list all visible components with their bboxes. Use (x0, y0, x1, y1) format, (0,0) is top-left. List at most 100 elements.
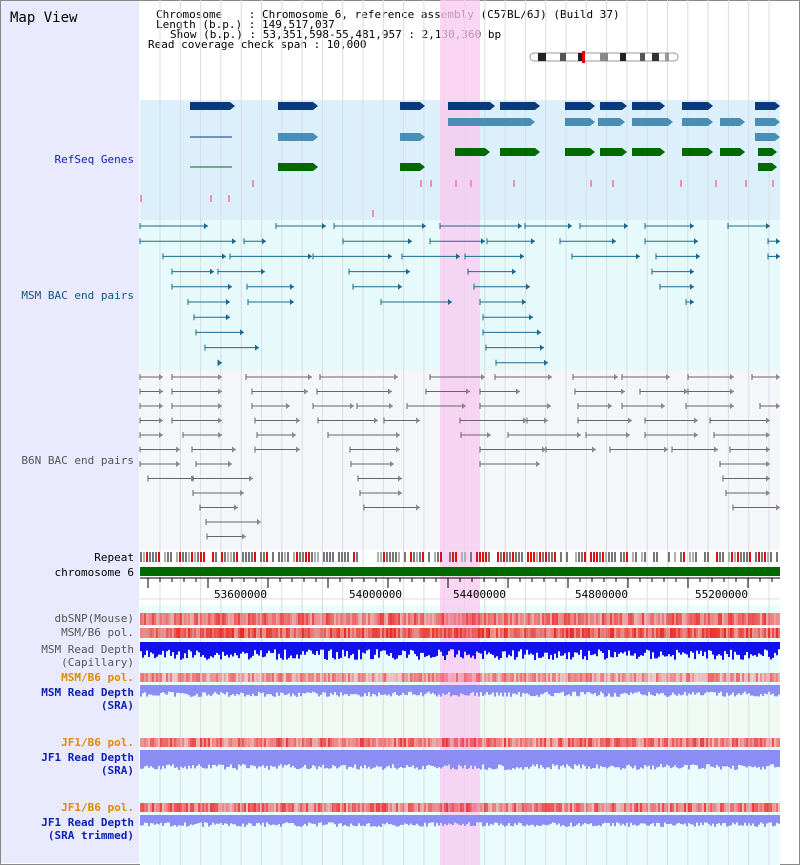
polymorphism-mark (458, 738, 460, 747)
polymorphism-mark (492, 673, 494, 682)
polymorphism-mark (626, 738, 628, 747)
polymorphism-mark (634, 803, 636, 812)
polymorphism-mark (662, 803, 664, 812)
polymorphism-mark (628, 613, 630, 625)
read-depth-bar (200, 642, 202, 657)
read-depth-bar (754, 750, 756, 767)
polymorphism-mark (398, 628, 400, 638)
read-depth-bar (646, 642, 648, 650)
read-depth-bar (298, 815, 300, 826)
read-depth-bar (348, 642, 350, 659)
read-depth-bar (496, 642, 498, 657)
polymorphism-mark (410, 673, 412, 682)
read-depth-bar (532, 815, 534, 825)
polymorphism-mark (634, 673, 636, 682)
polymorphism-mark (590, 673, 592, 682)
read-depth-bar (670, 642, 672, 657)
msm-bac-label[interactable]: MSM BAC end pairs (21, 289, 134, 302)
polymorphism-mark (516, 803, 518, 812)
read-depth-bar (426, 685, 428, 693)
polymorphism-mark (394, 628, 396, 638)
polymorphism-mark (226, 628, 228, 638)
read-depth-bar (194, 750, 196, 769)
read-depth-bar (498, 815, 500, 826)
b6n-bac-end (304, 388, 308, 395)
polymorphism-mark (770, 613, 772, 625)
polymorphism-mark (414, 803, 416, 812)
polymorphism-mark (192, 738, 194, 747)
read-depth-bar (162, 685, 164, 693)
polymorphism-mark (424, 613, 426, 625)
polymorphism-mark (664, 628, 666, 638)
jf1-depth-label[interactable]: JF1 Read Depth (41, 751, 134, 764)
read-depth-bar (156, 815, 158, 824)
read-depth-bar (180, 685, 182, 694)
read-depth-bar (414, 685, 416, 695)
read-depth-bar (704, 815, 706, 823)
b6n-bac-end (240, 490, 244, 496)
polymorphism-mark (200, 738, 202, 747)
read-depth-bar (462, 815, 464, 824)
read-depth-bar (398, 750, 400, 768)
polymorphism-mark (658, 738, 660, 747)
polymorphism-mark (560, 613, 562, 625)
read-depth-bar (162, 642, 164, 651)
polymorphism-mark (250, 628, 252, 638)
polymorphism-mark (504, 738, 506, 747)
polymorphism-mark (608, 738, 610, 747)
msm-pol-label[interactable]: MSM/B6 pol. (61, 626, 134, 639)
polymorphism-mark (704, 613, 706, 625)
repeat-mark (737, 552, 739, 562)
read-depth-bar (220, 750, 222, 765)
jf1-pol-label[interactable]: JF1/B6 pol. (61, 736, 134, 749)
polymorphism-mark (614, 673, 616, 682)
read-depth-bar (210, 750, 212, 769)
polymorphism-mark (774, 738, 776, 747)
polymorphism-mark (462, 673, 464, 682)
msm-depth-cap-label[interactable]: MSM Read Depth (41, 643, 134, 656)
polymorphism-mark (296, 613, 298, 625)
polymorphism-mark (554, 613, 556, 625)
polymorphism-mark (702, 738, 704, 747)
read-depth-bar (166, 750, 168, 765)
read-depth-bar (534, 642, 536, 660)
read-depth-bar (320, 685, 322, 695)
polymorphism-mark (684, 738, 686, 747)
read-depth-bar (550, 685, 552, 696)
polymorphism-mark (698, 628, 700, 638)
repeat-mark (410, 552, 412, 562)
polymorphism-mark (382, 803, 384, 812)
gene-mark (772, 180, 774, 187)
polymorphism-mark (718, 738, 720, 747)
polymorphism-mark (710, 803, 712, 812)
msm-depth-sra-label[interactable]: MSM Read Depth (41, 686, 134, 699)
read-depth-bar (164, 642, 166, 658)
polymorphism-mark (328, 803, 330, 812)
msm-pol-sra-label[interactable]: MSM/B6 pol. (61, 671, 134, 684)
polymorphism-mark (356, 613, 358, 625)
polymorphism-mark (344, 673, 346, 682)
msm-bac-end (222, 253, 226, 260)
polymorphism-mark (214, 628, 216, 638)
polymorphism-mark (420, 613, 422, 625)
read-depth-bar (468, 750, 470, 769)
read-depth-bar (168, 642, 170, 650)
read-depth-bar (356, 685, 358, 695)
polymorphism-mark (164, 613, 166, 625)
polymorphism-mark (266, 738, 268, 747)
repeat-mark (545, 552, 547, 562)
polymorphism-mark (696, 673, 698, 682)
read-depth-bar (576, 815, 578, 825)
polymorphism-mark (256, 673, 258, 682)
polymorphism-mark (680, 628, 682, 638)
b6n-bac-end (232, 446, 236, 453)
refseq-genes-label[interactable]: RefSeq Genes (54, 153, 134, 166)
read-depth-bar (562, 750, 564, 766)
jf1-trim-label[interactable]: JF1 Read Depth (41, 816, 134, 829)
dbsnp-label[interactable]: dbSNP(Mouse) (54, 612, 134, 625)
b6n-bac-label[interactable]: B6N BAC end pairs (21, 454, 134, 467)
read-depth-bar (490, 750, 492, 769)
jf1-pol-trim-label[interactable]: JF1/B6 pol. (61, 801, 134, 814)
read-depth-bar (290, 685, 292, 697)
